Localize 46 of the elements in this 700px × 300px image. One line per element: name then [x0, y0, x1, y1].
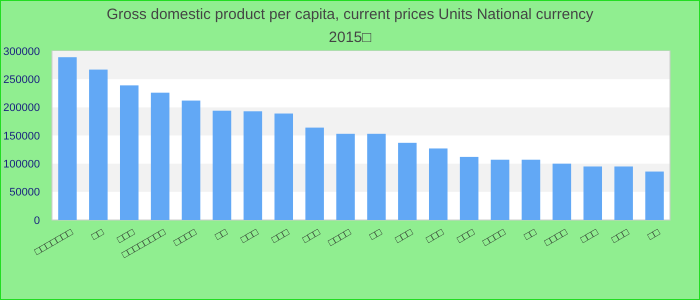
x-tick-label: □□□: [579, 226, 602, 246]
bar: [583, 166, 602, 220]
bar: [522, 160, 540, 220]
bar: [89, 70, 108, 220]
y-tick-label: 200000: [3, 102, 40, 114]
x-tick-label: □□□: [394, 226, 416, 246]
bar: [120, 85, 139, 220]
bar: [274, 114, 294, 220]
bar: [460, 156, 478, 220]
y-tick-label: 100000: [3, 158, 40, 171]
x-tick-label: □□: [368, 226, 385, 243]
y-tick-label: 300000: [3, 46, 40, 58]
bar: [336, 134, 355, 220]
bar: [212, 110, 232, 220]
bar: [645, 172, 664, 220]
x-tick-label: □□: [213, 226, 230, 243]
y-tick-label: 0: [34, 214, 40, 227]
bar: [244, 111, 262, 220]
chart-title: Gross domestic product per capita, current prices Units National currency: [106, 6, 594, 23]
x-tick-label: □□: [90, 226, 107, 243]
bar: [614, 166, 633, 220]
x-tick-label: □□□: [239, 226, 262, 246]
chart-subtitle: 2015□: [328, 29, 372, 46]
x-tick-label: □□□: [424, 226, 447, 246]
x-tick-label: □□□: [270, 226, 292, 246]
x-tick-label: □□□□: [172, 226, 200, 249]
bar: [367, 134, 386, 220]
bar: [182, 100, 200, 220]
x-tick-label: □□□: [300, 226, 323, 246]
x-tick-label: □□□: [455, 226, 478, 246]
x-tick-label: □□: [522, 226, 540, 243]
bar: [58, 57, 77, 220]
x-tick-label: □□□: [610, 226, 632, 246]
bar: [552, 164, 572, 220]
bar: [398, 142, 417, 220]
x-tick-label: □□□□: [326, 226, 354, 249]
y-tick-label: 150000: [3, 130, 40, 142]
x-tick-label: □□□□: [481, 226, 508, 249]
bar: [428, 148, 448, 220]
bar: [150, 92, 170, 220]
x-tick-label: □□: [646, 226, 663, 243]
y-tick-label: 50000: [9, 186, 40, 199]
bar: [490, 160, 510, 220]
x-tick-label: □□□□: [542, 226, 570, 249]
bar: [305, 128, 324, 220]
y-tick-label: 250000: [3, 74, 40, 86]
